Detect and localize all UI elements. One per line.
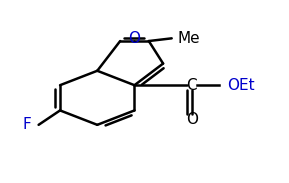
Text: C: C — [186, 78, 197, 93]
Text: OEt: OEt — [227, 78, 255, 93]
Text: O: O — [129, 31, 140, 46]
Text: Me: Me — [177, 31, 200, 46]
Text: F: F — [23, 117, 32, 132]
Text: O: O — [186, 112, 198, 127]
